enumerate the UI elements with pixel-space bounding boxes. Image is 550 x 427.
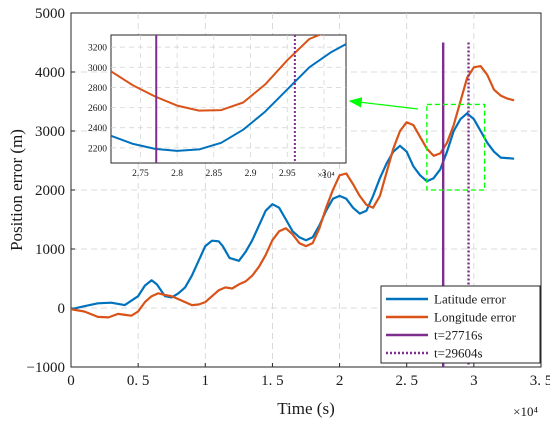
legend-label: t=27716s: [434, 328, 483, 343]
legend-label: Latitude error: [434, 292, 506, 307]
inset-x-tick-label: 2.85: [206, 169, 223, 179]
inset-y-tick-label: 2600: [88, 104, 107, 114]
inset-series-line-latitude-error: [111, 43, 346, 152]
y-tick-label: 1000: [35, 242, 65, 258]
inset-y-tick-label: 3000: [88, 64, 107, 74]
inset-y-tick-label: 2800: [88, 84, 107, 94]
y-tick-labels: −1000 0 1000 2000 3000 4000 5000: [27, 6, 65, 376]
inset-y-tick-label: 2400: [88, 124, 107, 134]
y-tick-label: 3000: [35, 124, 65, 140]
inset-x-tick-label: 2.95: [279, 169, 296, 179]
legend: Latitude error Longitude error t=27716s t=2…: [380, 285, 541, 364]
inset-x-tick-label: 2.8: [171, 169, 183, 179]
legend-label: Longitude error: [434, 310, 517, 325]
y-tick-label: 2000: [35, 183, 65, 199]
y-tick-label: 0: [58, 301, 66, 317]
x-axis-label: Time (s): [277, 399, 334, 418]
inset-x-tick-labels: 2.75 2.8 2.85 2.9 2.95 3: [132, 169, 327, 179]
x-tick-label: 2. 5: [395, 373, 418, 389]
inset-y-tick-label: 2200: [88, 144, 107, 154]
inset-y-tick-labels: 2200 2400 2600 2800 3000 3200: [88, 44, 107, 155]
y-axis-label: Position error (m): [7, 129, 26, 251]
main-series: [71, 65, 515, 319]
x-tick-label: 0. 5: [127, 373, 150, 389]
x-tick-label: 3: [470, 373, 478, 389]
zoom-arrow: [348, 97, 419, 110]
inset-x-tick-label: 3: [322, 169, 327, 179]
series-line-longitude-error: [71, 65, 515, 319]
inset-area: [110, 34, 347, 164]
zoom-box: [426, 103, 486, 191]
x-tick-label: 3. 5: [530, 373, 550, 389]
inset-x-tick-label: 2.75: [132, 169, 149, 179]
x-exponent-label: ×10⁴: [513, 404, 538, 419]
legend-label: t=29604s: [434, 346, 483, 361]
x-tick-label: 1. 5: [261, 373, 284, 389]
y-tick-label: 5000: [35, 6, 65, 22]
inset-time-markers: [155, 35, 296, 163]
x-tick-labels: 0 0. 5 1 1. 5 2 2. 5 3 3. 5: [67, 373, 550, 389]
inset-y-tick-label: 3200: [88, 44, 107, 54]
inset-series: [111, 35, 346, 152]
y-tick-label: 4000: [35, 65, 65, 81]
inset-series-line-longitude-error: [111, 35, 322, 112]
x-tick-label: 2: [336, 373, 344, 389]
x-tick-label: 1: [202, 373, 210, 389]
inset-x-exponent-label: ×10⁴: [317, 170, 334, 180]
y-tick-label: −1000: [27, 360, 65, 376]
inset-x-tick-label: 2.9: [245, 169, 257, 179]
x-tick-label: 0: [67, 373, 75, 389]
